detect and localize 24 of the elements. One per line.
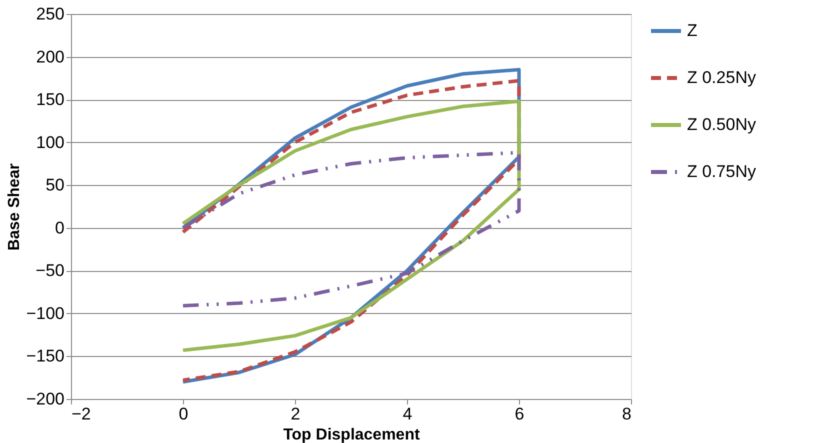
y-tick-label: 250 xyxy=(36,4,64,24)
x-tick-label: 6 xyxy=(514,404,524,424)
y-tick-label: −50 xyxy=(36,261,64,280)
legend-label: Z 0.50Ny xyxy=(687,115,756,134)
y-tick-label: 200 xyxy=(36,47,64,66)
line-series xyxy=(181,100,521,352)
y-tick-label: −100 xyxy=(26,304,64,323)
x-tick-label: 8 xyxy=(622,404,632,424)
legend-label: Z 0.75Ny xyxy=(687,162,756,181)
legend-label: Z xyxy=(687,21,698,40)
legend-label: Z 0.25Ny xyxy=(687,68,756,87)
y-axis-title: Base Shear xyxy=(6,163,24,251)
x-tick-label: 4 xyxy=(402,404,412,424)
y-tick-label: 100 xyxy=(36,132,64,152)
x-tick-label: −2 xyxy=(72,404,91,424)
line-series xyxy=(181,150,521,308)
x-tick-label: 2 xyxy=(290,404,300,424)
y-tick-label: 150 xyxy=(36,90,64,110)
y-tick-label: 0 xyxy=(55,218,64,238)
y-tick-label: −150 xyxy=(26,346,64,366)
x-axis-title: Top Displacement xyxy=(283,426,420,443)
x-tick-label: 0 xyxy=(178,404,188,424)
y-tick-label: 50 xyxy=(46,176,64,195)
y-tick-label: −200 xyxy=(26,390,64,408)
